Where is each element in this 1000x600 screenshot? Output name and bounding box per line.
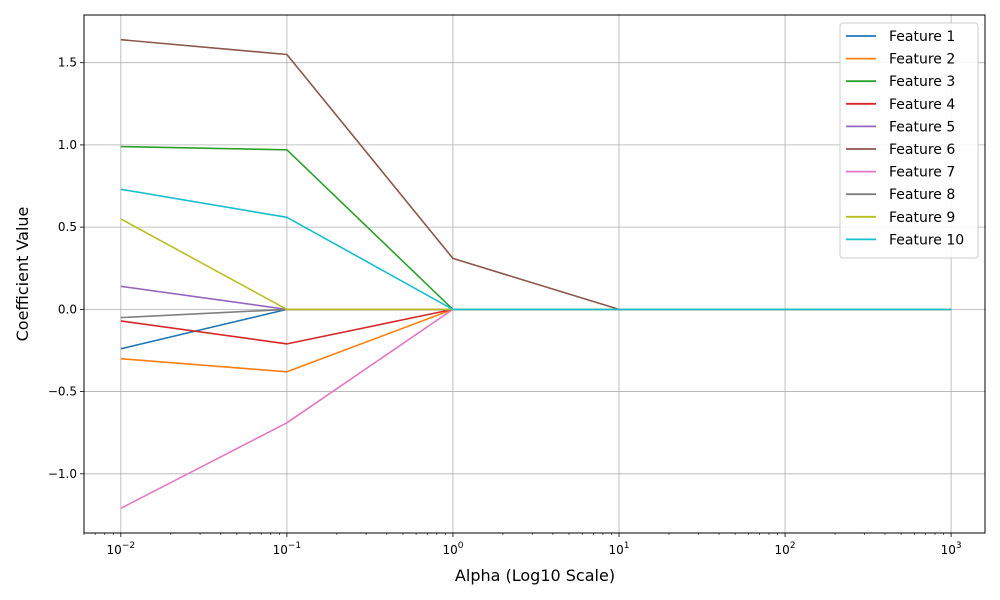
legend-entry-feature-10: Feature 10 — [846, 232, 964, 248]
legend-entry-feature-6: Feature 6 — [846, 142, 955, 158]
legend-label: Feature 10 — [889, 232, 964, 248]
plot-frame — [83, 14, 986, 534]
x-tick-label-exponent: 0 — [458, 541, 464, 551]
x-tick-label-exponent: −2 — [122, 541, 135, 551]
series-lines — [120, 38, 952, 510]
series-line-feature-4 — [120, 308, 952, 345]
legend-entry-feature-8: Feature 8 — [846, 187, 955, 203]
x-tick-label-exponent: 2 — [790, 541, 796, 551]
x-tick-label-exponent: −1 — [288, 541, 301, 551]
x-tick-label-4: 102 — [775, 541, 796, 557]
x-axis-ticks: 10−2 10−1 100 101 102 103 — [107, 533, 962, 557]
x-minor-ticks — [83, 533, 944, 535]
legend-entry-feature-9: Feature 9 — [846, 210, 955, 226]
x-tick-label-1: 10−1 — [273, 541, 302, 557]
y-axis-ticks: −1.0 −0.5 0.0 0.5 1.0 1.5 — [48, 56, 84, 481]
y-tick-label-0: −1.0 — [48, 467, 77, 481]
legend-label: Feature 9 — [889, 210, 955, 226]
x-tick-label-exponent: 1 — [624, 541, 630, 551]
legend-entry-feature-5: Feature 5 — [846, 119, 955, 135]
y-tick-label-5: 1.5 — [58, 56, 77, 70]
x-tick-label-0: 10−2 — [107, 541, 136, 557]
x-tick-label-base: 10 — [608, 543, 623, 557]
legend-entry-feature-2: Feature 2 — [846, 52, 955, 68]
legend-label: Feature 1 — [889, 29, 955, 45]
series-line-feature-1 — [120, 308, 952, 350]
x-tick-label-base: 10 — [273, 543, 288, 557]
y-tick-label-1: −0.5 — [48, 385, 77, 399]
x-tick-label-2: 100 — [442, 541, 463, 557]
legend-label: Feature 3 — [889, 74, 955, 90]
series-line-feature-9 — [120, 218, 952, 311]
legend: Feature 1 Feature 2 Feature 3 Feature 4 Feat… — [839, 22, 979, 259]
legend-label: Feature 7 — [889, 165, 955, 181]
y-tick-label-4: 1.0 — [58, 138, 77, 152]
legend-entry-feature-3: Feature 3 — [846, 74, 955, 90]
legend-entry-feature-1: Feature 1 — [846, 29, 955, 45]
legend-label: Feature 4 — [889, 97, 955, 113]
x-tick-label-base: 10 — [775, 543, 790, 557]
series-line-feature-8 — [120, 308, 952, 319]
series-line-feature-3 — [120, 145, 952, 311]
legend-label: Feature 2 — [889, 52, 955, 68]
y-axis-label: Coefficient Value — [13, 207, 32, 342]
legend-entry-feature-7: Feature 7 — [846, 165, 955, 181]
series-line-feature-10 — [120, 188, 952, 311]
legend-label: Feature 8 — [889, 187, 955, 203]
series-line-feature-6 — [120, 38, 952, 311]
legend-entry-feature-4: Feature 4 — [846, 97, 955, 113]
x-tick-label-3: 101 — [608, 541, 629, 557]
x-tick-label-exponent: 3 — [956, 541, 962, 551]
y-tick-label-2: 0.0 — [58, 302, 77, 316]
series-line-feature-5 — [120, 285, 952, 311]
legend-label: Feature 6 — [889, 142, 955, 158]
x-tick-label-base: 10 — [442, 543, 457, 557]
series-line-feature-7 — [120, 308, 952, 510]
x-axis-label: Alpha (Log10 Scale) — [455, 566, 615, 585]
y-tick-label-3: 0.5 — [58, 220, 77, 234]
x-tick-label-base: 10 — [941, 543, 956, 557]
legend-label: Feature 5 — [889, 119, 955, 135]
x-tick-label-base: 10 — [107, 543, 122, 557]
x-tick-label-5: 103 — [941, 541, 962, 557]
